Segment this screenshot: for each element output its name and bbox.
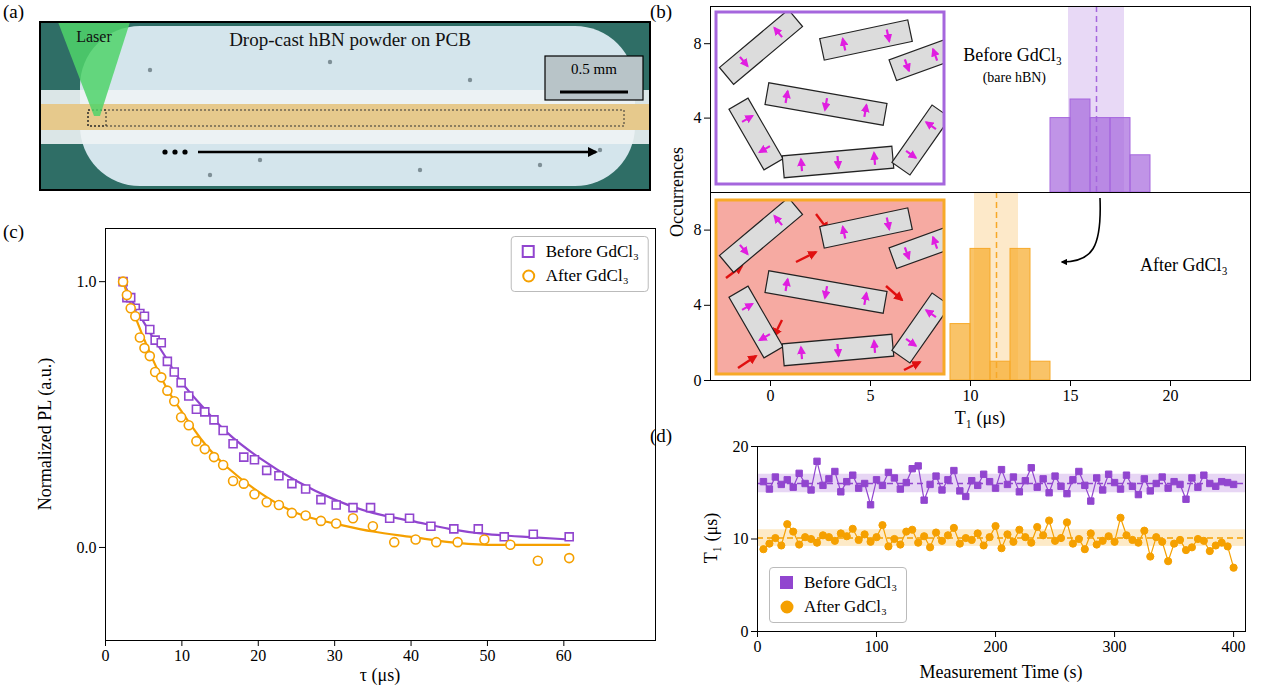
html-text:Measurement Time (s): Measurement Time (s): [919, 662, 1083, 682]
svg-text:15: 15: [1063, 387, 1079, 404]
svg-text:0: 0: [694, 372, 702, 389]
svg-text:60: 60: [556, 647, 572, 664]
svg-text:4: 4: [694, 109, 702, 126]
svg-text:0: 0: [102, 647, 110, 664]
html-text:Normalized PL (a.u.): Normalized PL (a.u.): [35, 357, 56, 511]
html-text:Before GdCl₃: Before GdCl₃: [963, 45, 1062, 65]
svg-text:8: 8: [694, 221, 702, 238]
svg-text:50: 50: [479, 647, 495, 664]
svg-text:20: 20: [733, 438, 749, 455]
html-text:(b): (b): [650, 1, 673, 22]
html-text:Before GdCl₃: Before GdCl₃: [545, 242, 639, 261]
svg-text:0.0: 0.0: [77, 539, 97, 556]
svg-text:0: 0: [741, 623, 749, 640]
html-text:T₁ (μs): T₁ (μs): [701, 512, 722, 564]
svg-text:300: 300: [1103, 638, 1127, 655]
svg-text:20: 20: [250, 647, 266, 664]
svg-text:10: 10: [733, 530, 749, 547]
svg-text:20: 20: [1163, 387, 1179, 404]
html-text:Laser: Laser: [76, 28, 112, 45]
svg-text:8: 8: [694, 35, 702, 52]
html-text:After GdCl₃: After GdCl₃: [1140, 255, 1228, 275]
html-text:Drop-cast hBN powder on PCB: Drop-cast hBN powder on PCB: [229, 29, 471, 50]
svg-text:400: 400: [1222, 638, 1246, 655]
html-text:Occurrences: Occurrences: [667, 147, 688, 237]
svg-text:10: 10: [963, 387, 979, 404]
html-text:0.5 mm: 0.5 mm: [571, 61, 617, 77]
svg-text:30: 30: [327, 647, 343, 664]
svg-text:4: 4: [694, 296, 702, 313]
html-text:After GdCl₃: After GdCl₃: [545, 266, 629, 285]
svg-text:0: 0: [767, 387, 775, 404]
html-text:After GdCl₃: After GdCl₃: [804, 597, 887, 616]
svg-text:200: 200: [984, 638, 1008, 655]
html-text:T₁ (μs): T₁ (μs): [954, 408, 1006, 428]
html-text:(d): (d): [650, 425, 673, 446]
html-text:Before GdCl₃: Before GdCl₃: [804, 573, 898, 592]
html-text:(bare hBN): (bare hBN): [982, 70, 1046, 85]
svg-text:100: 100: [865, 638, 889, 655]
html-text:(a): (a): [3, 1, 25, 22]
svg-text:1.0: 1.0: [77, 273, 97, 290]
svg-text:10: 10: [174, 647, 190, 664]
svg-text:5: 5: [867, 387, 875, 404]
svg-text:0: 0: [754, 638, 762, 655]
html-text:(c): (c): [3, 221, 25, 242]
svg-text:40: 40: [403, 647, 419, 664]
html-text:τ (μs): τ (μs): [359, 665, 401, 685]
